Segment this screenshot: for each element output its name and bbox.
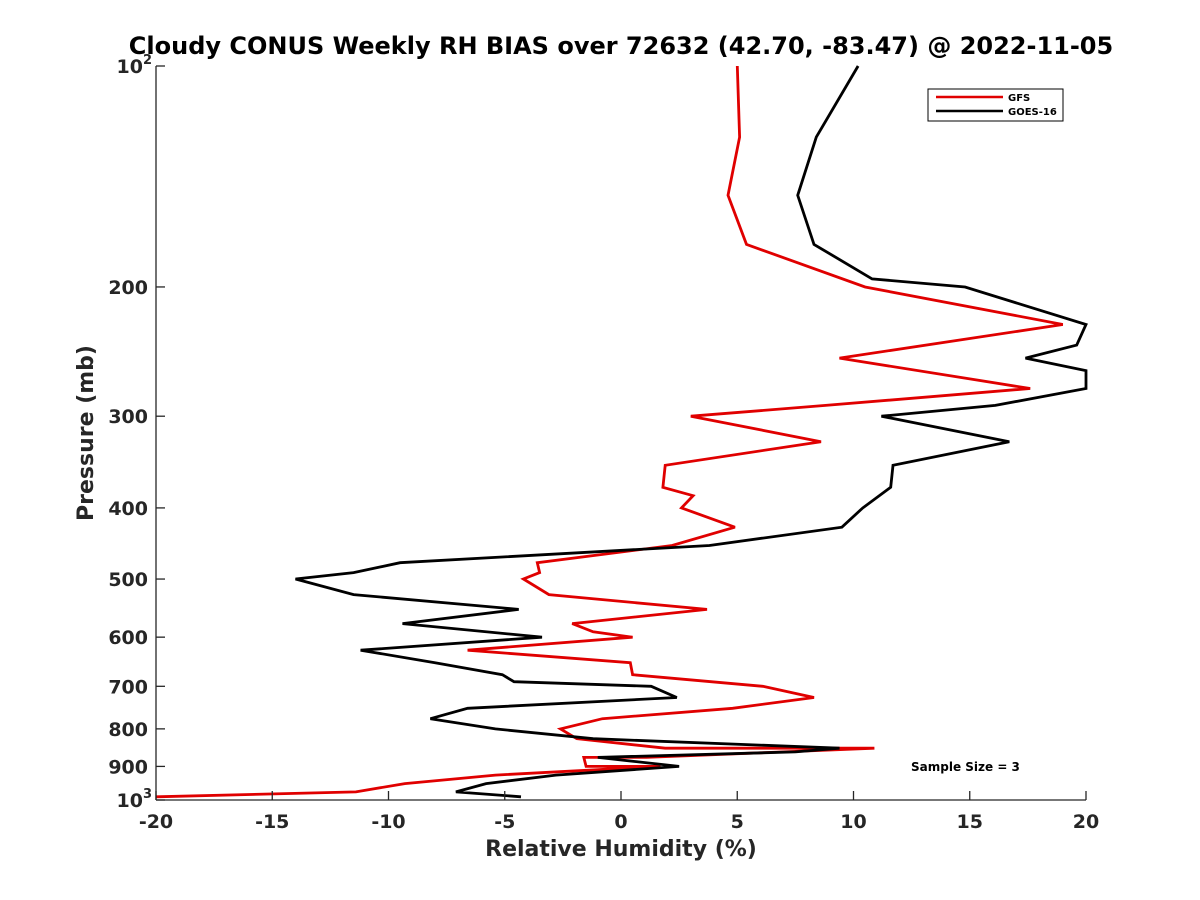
y-axis-label: Pressure (mb) — [74, 345, 99, 521]
y-tick-label: 103 — [117, 787, 153, 812]
legend-label-gfs: GFS — [1008, 93, 1030, 104]
y-tick-label: 700 — [108, 676, 148, 698]
chart-title: Cloudy CONUS Weekly RH BIAS over 72632 (… — [129, 32, 1113, 60]
x-axis-label: Relative Humidity (%) — [485, 837, 757, 862]
x-tick-label: 5 — [731, 811, 744, 833]
series-layer — [155, 65, 1088, 799]
legend-box — [927, 88, 1064, 122]
y-tick-label: 200 — [108, 277, 148, 299]
x-tick-label: 0 — [614, 811, 627, 833]
y-tick-label: 102 — [117, 53, 153, 78]
plot-area: -20 -15 -10 -5 0 5 10 15 20 10220030040050060070… — [108, 53, 1099, 833]
y-tick-exponent: 3 — [143, 787, 152, 802]
x-tick-label: 15 — [957, 811, 983, 833]
x-tick-label: -15 — [255, 811, 289, 833]
x-tick-label: -10 — [371, 811, 405, 833]
sample-size-annotation: Sample Size = 3 — [911, 760, 1020, 774]
chart-legend: GFS GOES-16 — [927, 88, 1064, 122]
y-tick-label: 300 — [108, 406, 148, 428]
x-tick-label: 10 — [840, 811, 866, 833]
series-line-goes-16 — [295, 65, 1088, 799]
y-tick-base: 10 — [117, 790, 143, 812]
y-tick-label: 400 — [108, 498, 148, 520]
y-tick-exponent: 2 — [143, 53, 152, 68]
y-tick-label: 800 — [108, 719, 148, 741]
y-tick-base: 10 — [117, 56, 143, 78]
x-tick-label: -20 — [139, 811, 173, 833]
legend-label-goes16: GOES-16 — [1008, 107, 1057, 118]
x-tick-label: 20 — [1073, 811, 1099, 833]
y-tick-label: 500 — [108, 569, 148, 591]
x-axis-ticks: -20 -15 -10 -5 0 5 10 15 20 — [139, 791, 1099, 833]
y-tick-label: 900 — [108, 756, 148, 778]
y-tick-label: 600 — [108, 627, 148, 649]
x-tick-label: -5 — [494, 811, 515, 833]
